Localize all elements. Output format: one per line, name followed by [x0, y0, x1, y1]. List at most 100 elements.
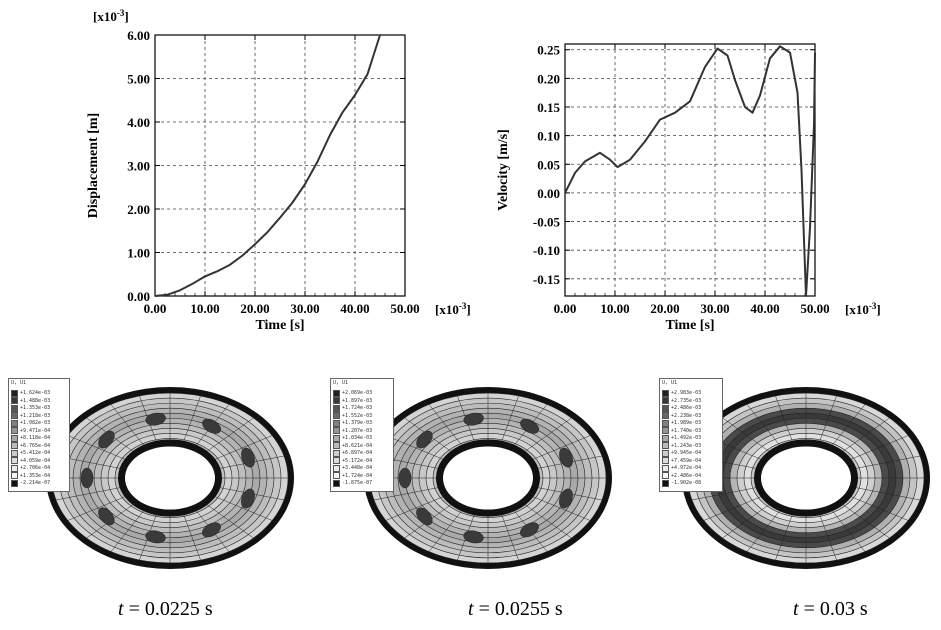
contour-hotspot [98, 430, 115, 449]
contour-ring-2 [364, 387, 612, 569]
contour-hotspot [520, 522, 539, 538]
mesh-line [529, 435, 591, 461]
legend-swatch [662, 427, 669, 434]
x-multiplier: [x10-3] [435, 301, 470, 317]
legend-swatch [333, 427, 340, 434]
legend-entry: -1.902e-08 [662, 479, 701, 487]
legend-entry: +1.989e-03 [662, 419, 701, 427]
legend-swatch [662, 412, 669, 419]
legend-swatch [333, 404, 340, 412]
legend-value: +4.972e-04 [671, 465, 702, 471]
legend-swatch [11, 404, 18, 412]
legend-swatch [333, 442, 340, 449]
mesh-line [775, 395, 794, 445]
legend-swatch [11, 464, 18, 472]
legend-value: +2.486e-03 [671, 405, 702, 411]
mesh-line [529, 495, 591, 521]
legend-entry: +1.082e-03 [11, 419, 50, 427]
y-axis-label: Displacement [m] [86, 113, 101, 218]
y-tick-label: 0.15 [537, 100, 560, 115]
y-tick-label: 0.00 [127, 289, 150, 304]
mesh-line [722, 417, 773, 454]
x-axis-label: Time [s] [255, 318, 304, 333]
contour-legend-2: U, U1 +2.069e-03 +1.897e-03 +1.724e-03 +1.55… [330, 378, 394, 492]
contour-hotspot [398, 467, 412, 489]
ring-hole [443, 446, 533, 510]
contour-hotspot [202, 522, 221, 538]
legend-entry: +1.243e-03 [662, 442, 701, 450]
y-tick-label: -0.10 [533, 243, 560, 258]
mesh-line [182, 511, 201, 561]
legend-entry: +1.740e-03 [662, 427, 701, 435]
legend-entry: +3.448e-04 [333, 464, 372, 472]
legend-value: +5.412e-04 [20, 450, 51, 456]
legend-entry: +1.897e-03 [333, 397, 372, 405]
legend-value: +8.118e-04 [20, 435, 51, 441]
y-tick-label: 3.00 [127, 159, 150, 174]
legend-entry: +1.492e-03 [662, 434, 701, 442]
legend-value: +7.459e-04 [671, 457, 702, 464]
contour-hotspot [98, 507, 115, 526]
contour-hotspot [520, 418, 539, 434]
legend-value: +1.353e-03 [20, 405, 51, 411]
legend-swatch [333, 472, 340, 479]
legend-swatch [333, 389, 340, 397]
y-tick-label: 4.00 [127, 115, 150, 130]
data-line [564, 45, 816, 297]
legend-swatch [333, 457, 340, 464]
y-tick-label: 0.25 [537, 43, 560, 58]
contour-hotspot [463, 412, 484, 426]
mesh-line [211, 495, 273, 521]
mesh-line [385, 495, 447, 521]
y-tick-label: 1.00 [127, 246, 150, 261]
legend-value: +1.243e-03 [671, 442, 702, 449]
contour-hotspot [559, 488, 573, 509]
mesh-line [829, 507, 866, 552]
legend-value: +9.471e-04 [20, 427, 51, 434]
mesh-line [203, 417, 254, 454]
legend-entry: +1.034e-03 [333, 434, 372, 442]
ring-hole [125, 446, 215, 510]
legend-swatch [662, 479, 669, 487]
contour-ring-1 [46, 387, 294, 569]
mesh-line [55, 486, 124, 501]
contour-legend-3: U, U1 +2.983e-03 +2.735e-03 +2.486e-03 +2.23… [659, 378, 723, 492]
legend-swatch [662, 472, 669, 479]
mesh-line [67, 435, 129, 461]
legend-entry: +2.983e-03 [662, 389, 701, 397]
mesh-line [703, 495, 765, 521]
y-tick-label: -0.05 [533, 215, 561, 230]
legend-swatch [662, 434, 669, 442]
legend-value: +1.624e-03 [20, 390, 51, 396]
legend-value: +1.379e-03 [342, 420, 373, 426]
legend-swatch [11, 442, 18, 449]
legend-entry: +8.118e-04 [11, 434, 50, 442]
legend-value: +5.172e-04 [342, 457, 373, 464]
y-tick-label: 6.00 [127, 28, 150, 43]
ring-group [364, 387, 612, 569]
mesh-line [839, 502, 890, 539]
mesh-line [428, 507, 465, 552]
mesh-line [746, 404, 783, 449]
legend-value: +9.945e-04 [671, 450, 702, 456]
legend-value: +1.488e-03 [20, 397, 51, 404]
x-tick-label: 0.00 [554, 301, 577, 316]
legend-title: U, U1 [662, 380, 678, 386]
x-tick-label: 10.00 [600, 301, 629, 316]
legend-entry: +5.412e-04 [11, 449, 50, 457]
legend-value: +1.353e-04 [20, 472, 51, 479]
x-tick-label: 0.00 [144, 301, 167, 316]
legend-value: +2.735e-03 [671, 397, 702, 404]
mesh-line [203, 502, 254, 539]
legend-entry: +2.238e-03 [662, 412, 701, 420]
mesh-line [722, 502, 773, 539]
contour-ring-3 [682, 387, 930, 569]
legend-entry: +1.379e-03 [333, 419, 372, 427]
legend-swatch [333, 397, 340, 404]
legend-value: +1.082e-03 [20, 420, 51, 426]
legend-swatch [333, 434, 340, 442]
legend-entry: +1.353e-04 [11, 472, 50, 480]
legend-entry: +1.353e-03 [11, 404, 50, 412]
legend-swatch [333, 479, 340, 487]
legend-swatch [662, 457, 669, 464]
